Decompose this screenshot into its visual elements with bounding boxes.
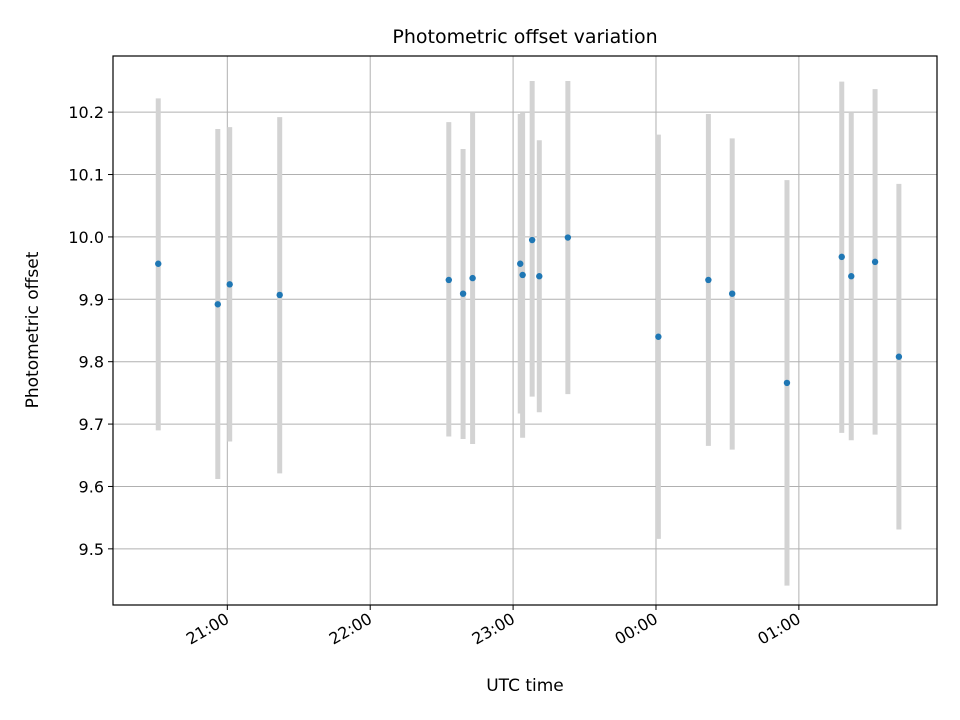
data-point [655,333,662,340]
y-axis-label: Photometric offset [23,251,43,408]
data-point [459,290,467,297]
y-tick-label: 9.8 [79,353,104,372]
y-tick-label: 9.5 [79,540,104,559]
data-point [445,276,452,284]
x-axis-label: UTC time [486,676,564,696]
data-point [214,301,221,308]
y-tick-label: 9.9 [79,290,104,309]
y-tick-label: 10.2 [68,103,104,122]
data-point [517,260,524,267]
data-point [564,234,572,241]
data-point [783,379,791,387]
data-point [895,353,903,360]
data-points [155,234,903,387]
data-point [226,281,233,288]
data-point [469,274,476,282]
y-tick-label: 9.7 [79,415,104,434]
data-point [848,273,855,280]
data-point [871,258,879,266]
data-point [705,276,712,284]
chart-title: Photometric offset variation [392,26,657,48]
plot-frame [112,55,938,606]
data-point [519,271,526,279]
data-point [838,253,845,261]
data-point [528,236,536,244]
data-point [276,291,283,299]
y-tick-label: 10.0 [68,228,104,247]
data-point [536,273,543,280]
y-tick-label: 9.6 [79,477,104,496]
y-tick-label: 10.1 [68,166,104,185]
data-point [155,260,162,267]
y-axis-ticks: 9.5 9.6 9.7 9.8 9.9 10.0 10.1 10.2 [68,103,113,559]
data-point [728,290,736,297]
